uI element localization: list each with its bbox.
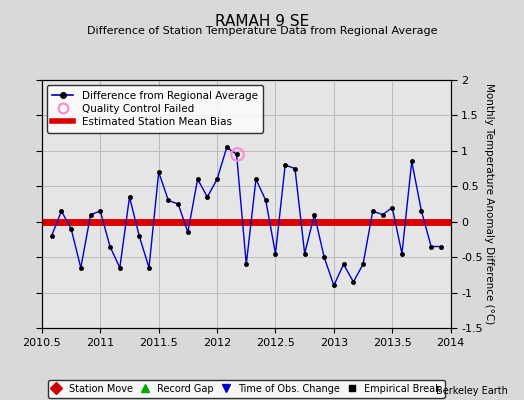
Legend: Station Move, Record Gap, Time of Obs. Change, Empirical Break: Station Move, Record Gap, Time of Obs. C… (48, 380, 445, 398)
Text: RAMAH 9 SE: RAMAH 9 SE (215, 14, 309, 29)
Text: Berkeley Earth: Berkeley Earth (436, 386, 508, 396)
Y-axis label: Monthly Temperature Anomaly Difference (°C): Monthly Temperature Anomaly Difference (… (484, 83, 494, 325)
Text: Difference of Station Temperature Data from Regional Average: Difference of Station Temperature Data f… (87, 26, 437, 36)
